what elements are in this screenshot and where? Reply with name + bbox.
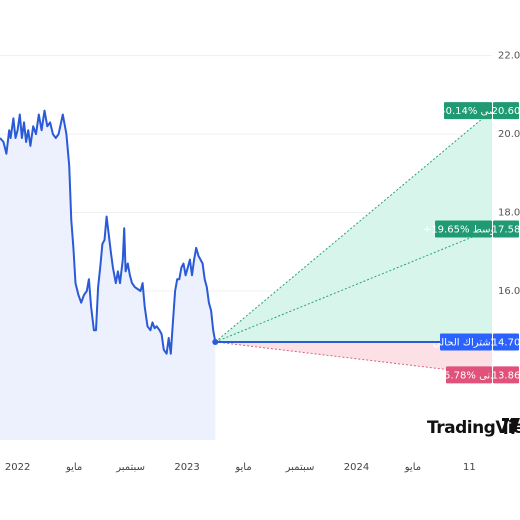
forecast-down-area [215,341,492,375]
low-label-box [446,366,492,384]
average-value: 17.58 [492,225,520,236]
tradingview-logo-icon [502,418,520,434]
brand-name: TradingView [427,418,520,438]
x-tick-label: 2023 [174,462,199,473]
price-line [0,109,217,355]
y-axis: 22.00 20.00 18.00 16.00 [498,51,520,297]
current-value: 14.70 [492,337,520,348]
x-tick-label: مايو [234,462,251,473]
current-label-box [440,333,492,351]
x-tick-label: 2022 [5,462,30,473]
tradingview-brand[interactable]: TradingView [427,418,520,438]
high-value-box [493,102,519,120]
forecast-up-area [215,110,492,342]
y-tick-label: 22.00 [498,51,520,62]
y-tick-label: 18.00 [498,208,520,219]
current-value-box [493,333,519,351]
x-tick-label: سبتمبر [285,462,315,473]
y-tick-label: 20.00 [498,129,520,140]
low-value-box [493,366,519,384]
chart-areas [0,110,492,440]
high-label: +40.14% أقصى [431,104,505,117]
last-price-point [212,338,219,345]
high-value: 20.60 [492,106,520,117]
price-area [0,110,216,440]
forecast-average-line [215,228,493,343]
x-tick-label: مايو [65,462,82,473]
average-label: +19.65% متوسط [423,225,504,236]
low-value: 13.86 [492,370,520,381]
current-label: الاشتراك الحالي [433,337,499,348]
average-value-box [493,220,519,238]
x-tick-label: مايو [404,462,421,473]
x-axis: 2022 مايو سبتمبر 2023 مايو سبتمبر 2024 مايو 11 [5,462,476,473]
high-label-box [444,102,492,120]
x-tick-label: 2024 [344,462,369,473]
forecast-low-line [215,341,493,376]
x-tick-label: سبتمبر [115,462,145,473]
average-label-box [435,220,492,238]
forecast-high-line [214,110,493,343]
low-label: -5.78% أدنى [441,368,498,381]
x-tick-label: 11 [463,462,476,473]
y-tick-label: 16.00 [498,286,520,297]
